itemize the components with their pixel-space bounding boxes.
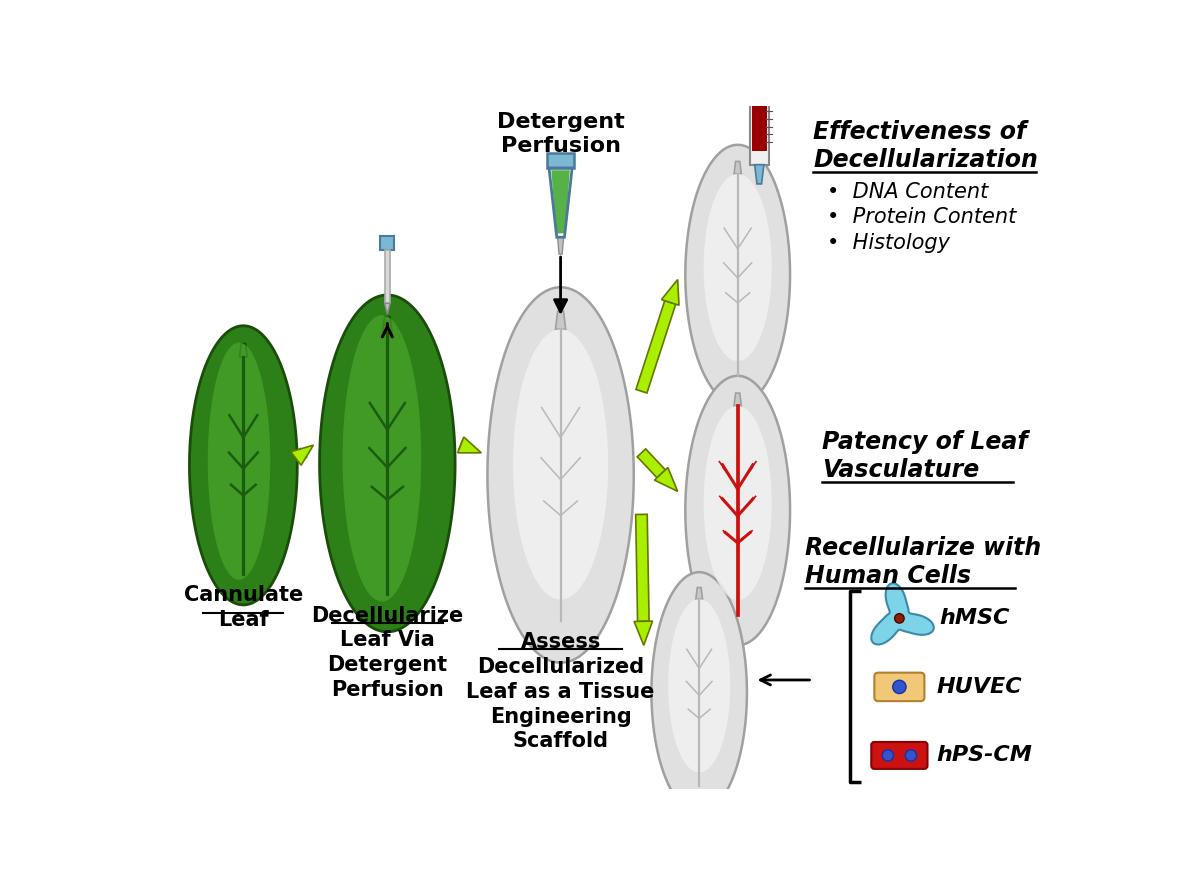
Text: hMSC: hMSC	[939, 609, 1009, 628]
Circle shape	[905, 750, 916, 761]
FancyBboxPatch shape	[871, 742, 927, 769]
Polygon shape	[652, 572, 748, 812]
Polygon shape	[734, 393, 742, 406]
Polygon shape	[551, 170, 569, 233]
Polygon shape	[703, 174, 771, 361]
Polygon shape	[634, 621, 653, 645]
Polygon shape	[661, 280, 679, 306]
Circle shape	[895, 614, 904, 623]
Text: Patency of Leaf
Vasculature: Patency of Leaf Vasculature	[823, 430, 1029, 481]
Polygon shape	[752, 102, 767, 151]
Text: Cannulate
Leaf: Cannulate Leaf	[184, 585, 303, 630]
Text: Recellularize with
Human Cells: Recellularize with Human Cells	[805, 536, 1042, 587]
Text: Detergent
Perfusion: Detergent Perfusion	[496, 113, 624, 156]
Polygon shape	[239, 344, 248, 357]
Text: HUVEC: HUVEC	[936, 677, 1021, 697]
Polygon shape	[696, 587, 702, 599]
Polygon shape	[208, 343, 270, 579]
Polygon shape	[385, 250, 390, 303]
Polygon shape	[685, 144, 791, 405]
Circle shape	[883, 750, 893, 761]
Polygon shape	[547, 152, 574, 168]
Polygon shape	[385, 303, 390, 315]
Polygon shape	[291, 445, 313, 465]
Polygon shape	[872, 583, 934, 644]
Polygon shape	[755, 165, 764, 184]
Polygon shape	[637, 449, 665, 478]
Text: •  Histology: • Histology	[826, 233, 950, 253]
Polygon shape	[557, 237, 563, 254]
Polygon shape	[555, 311, 566, 330]
Text: hPS-CM: hPS-CM	[936, 745, 1032, 766]
Text: Effectiveness of
Decellularization: Effectiveness of Decellularization	[813, 120, 1038, 172]
Polygon shape	[746, 86, 773, 96]
Polygon shape	[488, 287, 634, 663]
FancyBboxPatch shape	[874, 672, 925, 701]
Text: •  DNA Content: • DNA Content	[826, 182, 988, 202]
Polygon shape	[380, 236, 395, 250]
Polygon shape	[685, 376, 791, 645]
Text: Assess
Decellularized
Leaf as a Tissue
Engineering
Scaffold: Assess Decellularized Leaf as a Tissue E…	[466, 632, 654, 751]
Polygon shape	[636, 300, 676, 393]
Circle shape	[892, 680, 907, 694]
Polygon shape	[319, 295, 456, 632]
Polygon shape	[459, 439, 463, 450]
Polygon shape	[654, 468, 678, 492]
Polygon shape	[383, 316, 392, 333]
Polygon shape	[189, 326, 298, 605]
Polygon shape	[703, 406, 771, 600]
Polygon shape	[669, 599, 731, 773]
Polygon shape	[342, 315, 421, 602]
Polygon shape	[513, 330, 608, 600]
Polygon shape	[635, 514, 649, 621]
Polygon shape	[750, 96, 769, 165]
Polygon shape	[458, 437, 481, 453]
Polygon shape	[293, 448, 306, 462]
Text: •  Protein Content: • Protein Content	[826, 207, 1017, 227]
Text: Decellularize
Leaf Via
Detergent
Perfusion: Decellularize Leaf Via Detergent Perfusi…	[311, 606, 464, 700]
Polygon shape	[734, 161, 742, 174]
